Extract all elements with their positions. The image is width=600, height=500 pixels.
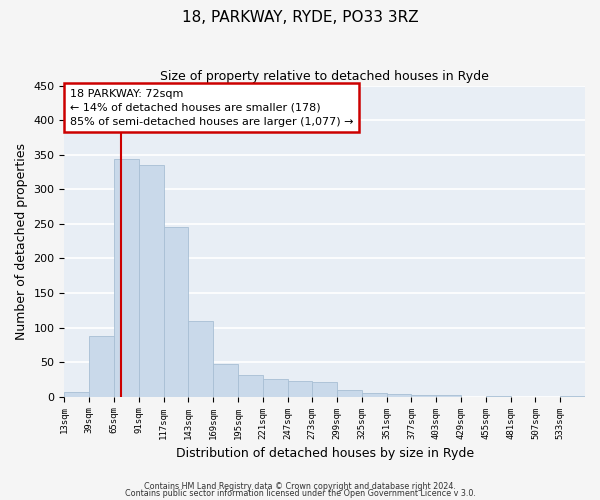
Bar [164,228,188,396]
Bar [89,336,114,396]
Bar [287,382,313,396]
Bar [337,390,362,396]
Bar [188,320,213,396]
Bar [313,382,337,396]
Bar [386,394,412,396]
Text: 18 PARKWAY: 72sqm
← 14% of detached houses are smaller (178)
85% of semi-detache: 18 PARKWAY: 72sqm ← 14% of detached hous… [70,88,353,126]
Text: 18, PARKWAY, RYDE, PO33 3RZ: 18, PARKWAY, RYDE, PO33 3RZ [182,10,418,25]
Bar [238,374,263,396]
Bar [64,392,89,396]
Y-axis label: Number of detached properties: Number of detached properties [15,142,28,340]
Bar [114,159,139,396]
Bar [213,364,238,396]
Bar [139,165,164,396]
Bar [362,393,386,396]
Bar [263,378,287,396]
Title: Size of property relative to detached houses in Ryde: Size of property relative to detached ho… [160,70,489,83]
X-axis label: Distribution of detached houses by size in Ryde: Distribution of detached houses by size … [176,447,474,460]
Text: Contains public sector information licensed under the Open Government Licence v : Contains public sector information licen… [125,489,475,498]
Text: Contains HM Land Registry data © Crown copyright and database right 2024.: Contains HM Land Registry data © Crown c… [144,482,456,491]
Bar [412,394,436,396]
